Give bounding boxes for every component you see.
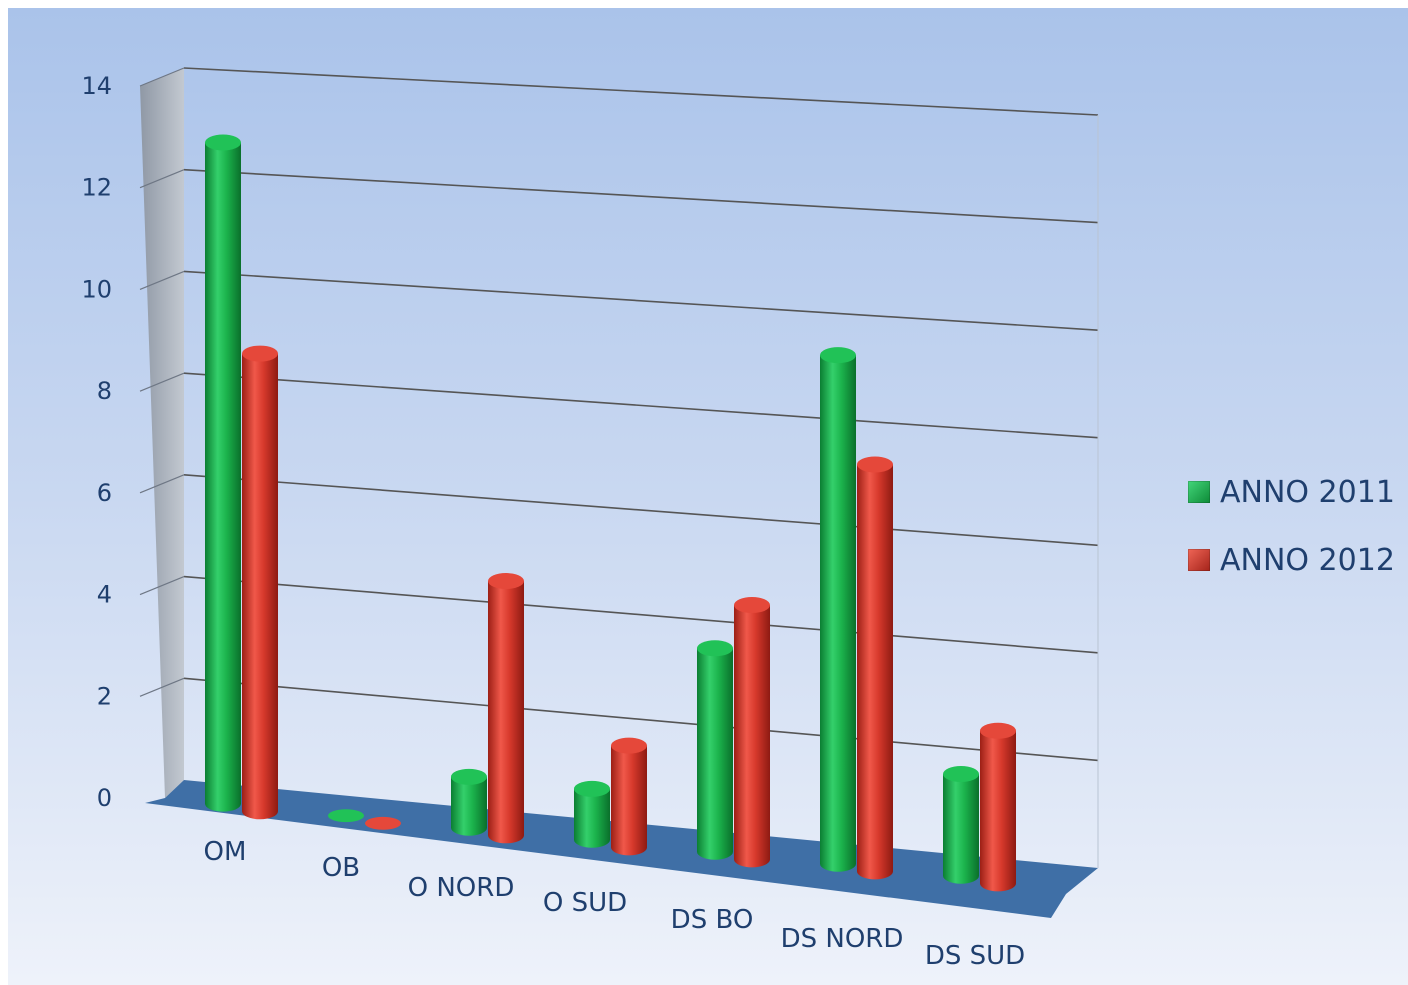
- gridline-4: [183, 575, 1099, 654]
- gridline-10: [183, 270, 1099, 331]
- gridline-8: [183, 372, 1099, 439]
- y-tick-label: 10: [81, 275, 112, 303]
- bar-2011-o-sud: [574, 780, 610, 848]
- bar-top: [205, 134, 241, 151]
- bar-body: [734, 605, 770, 868]
- bar-top: [734, 597, 770, 614]
- bar-2012-ob: [365, 816, 401, 830]
- bar-2012-ds-bo: [734, 597, 770, 868]
- bar-top: [980, 722, 1016, 739]
- bar-2011-ds-bo: [697, 640, 733, 860]
- bar-top: [820, 347, 856, 364]
- bar-chart: 0 2 4 6 8 10 12 14 OM OB O NORD O SUD DS BO DS NORD D…: [81, 67, 1099, 971]
- y-axis-ticks: 0 2 4 6 8 10 12 14: [81, 72, 112, 812]
- bar-top: [242, 345, 278, 362]
- bar-body: [697, 648, 733, 860]
- side-gridline-4: [139, 576, 185, 596]
- side-gridline-12: [139, 169, 185, 189]
- bar-body: [574, 788, 610, 848]
- side-wall: [140, 68, 184, 798]
- category-label-ds-nord: DS NORD: [781, 924, 904, 954]
- bar-2011-ds-sud: [943, 766, 979, 884]
- y-tick-label: 14: [81, 72, 112, 100]
- category-label-ds-bo: DS BO: [671, 905, 754, 935]
- y-tick-label: 2: [97, 682, 112, 710]
- bar-body: [451, 776, 487, 836]
- bar-top: [943, 766, 979, 783]
- gridline-6: [183, 474, 1099, 547]
- bar-body: [943, 774, 979, 884]
- bar-top: [574, 780, 610, 797]
- bar-2012-ds-nord: [857, 456, 893, 880]
- y-tick-label: 8: [97, 377, 112, 405]
- side-gridline-2: [139, 677, 185, 697]
- category-labels: OM OB O NORD O SUD DS BO DS NORD DS SUD: [204, 837, 1026, 971]
- bar-zero: [328, 809, 364, 823]
- bar-top: [857, 456, 893, 473]
- category-label-o-nord: O NORD: [408, 873, 515, 903]
- bar-body: [205, 142, 241, 812]
- category-label-om: OM: [204, 837, 247, 867]
- bar-zero: [365, 816, 401, 830]
- legend: ANNO 2011 ANNO 2012: [1188, 458, 1395, 594]
- bar-body: [242, 353, 278, 820]
- bar-2011-ob: [328, 809, 364, 823]
- y-tick-label: 6: [97, 479, 112, 507]
- bars: [205, 134, 1016, 892]
- bar-top: [451, 768, 487, 785]
- category-label-o-sud: O SUD: [543, 888, 627, 918]
- bar-top: [488, 573, 524, 590]
- legend-label-2011: ANNO 2011: [1220, 474, 1395, 510]
- side-gridline-8: [139, 372, 185, 392]
- bar-2011-om: [205, 134, 241, 812]
- bar-body: [857, 464, 893, 880]
- y-tick-label: 0: [97, 784, 112, 812]
- side-gridline-14: [139, 67, 185, 87]
- bar-2012-o-nord: [488, 573, 524, 844]
- bar-top: [697, 640, 733, 657]
- bar-body: [611, 745, 647, 856]
- gridline-2: [183, 677, 1099, 762]
- bar-body: [488, 581, 524, 844]
- legend-label-2012: ANNO 2012: [1220, 542, 1395, 578]
- bar-2012-ds-sud: [980, 722, 1016, 892]
- y-tick-label: 12: [81, 174, 112, 202]
- bar-body: [820, 355, 856, 872]
- gridline-12: [183, 168, 1099, 224]
- y-tick-label: 4: [97, 581, 112, 609]
- category-label-ds-sud: DS SUD: [925, 941, 1025, 971]
- category-label-ob: OB: [322, 853, 360, 883]
- legend-swatch-2012: [1188, 549, 1210, 571]
- gridlines: [139, 67, 1099, 868]
- chart-area: 0 2 4 6 8 10 12 14 OM OB O NORD O SUD DS BO DS NORD D…: [8, 8, 1408, 985]
- bar-2011-o-nord: [451, 768, 487, 836]
- side-gridline-10: [139, 270, 185, 290]
- legend-item-2011: ANNO 2011: [1188, 458, 1395, 526]
- bar-body: [980, 730, 1016, 892]
- bar-2011-ds-nord: [820, 347, 856, 872]
- legend-item-2012: ANNO 2012: [1188, 526, 1395, 594]
- gridline-14: [183, 67, 1099, 116]
- bar-2012-o-sud: [611, 737, 647, 856]
- bar-top: [611, 737, 647, 754]
- bar-2012-om: [242, 345, 278, 820]
- legend-swatch-2011: [1188, 481, 1210, 503]
- side-gridline-6: [139, 474, 185, 494]
